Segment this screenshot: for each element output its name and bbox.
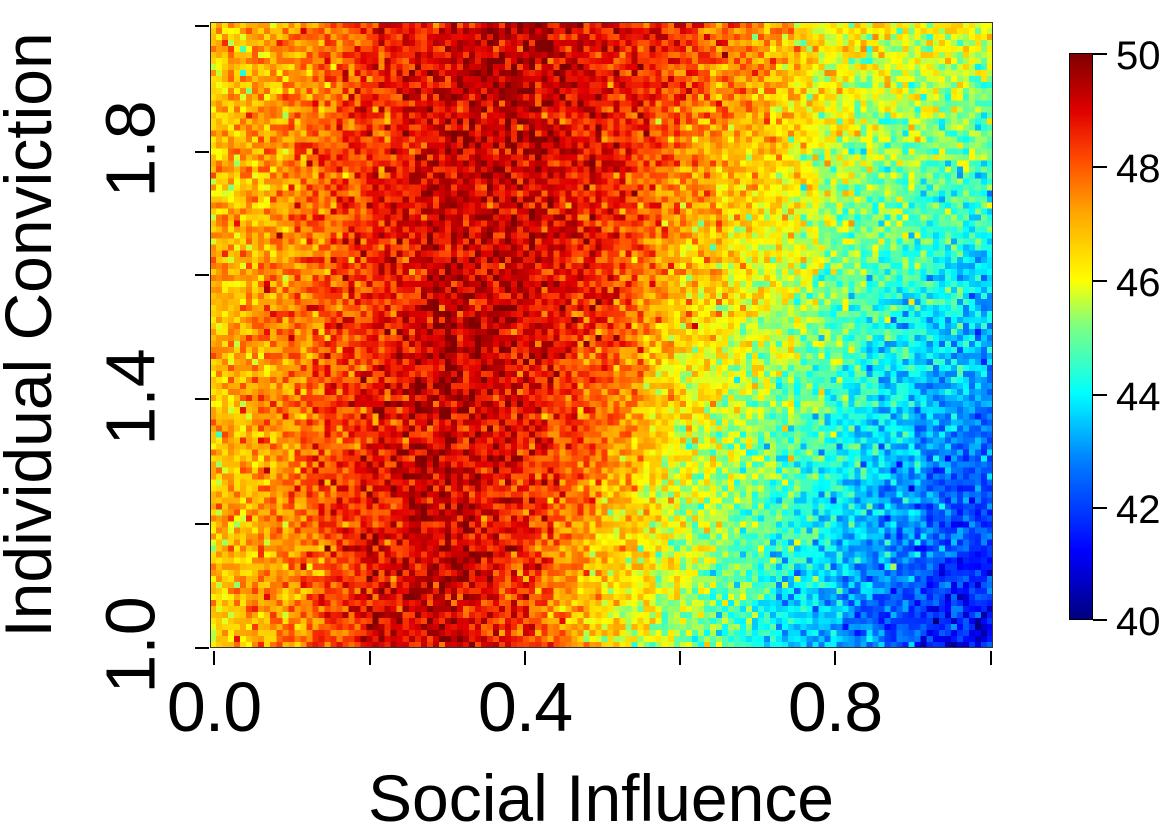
colorbar-tick-46 bbox=[1093, 280, 1107, 282]
y-tick-0 bbox=[195, 647, 209, 649]
colorbar-label-44: 44 bbox=[1116, 375, 1161, 419]
y-tick-4 bbox=[195, 151, 209, 153]
y-tick-label-0: 1.0 bbox=[91, 596, 170, 694]
colorbar-label-48: 48 bbox=[1116, 147, 1161, 191]
colorbar-tick-40 bbox=[1093, 619, 1107, 621]
colorbar-label-40: 40 bbox=[1116, 600, 1161, 644]
colorbar-label-50: 50 bbox=[1116, 34, 1161, 78]
colorbar-tick-42 bbox=[1093, 507, 1107, 509]
colorbar-label-46: 46 bbox=[1116, 261, 1161, 305]
colorbar bbox=[1069, 53, 1093, 620]
x-tick-3 bbox=[679, 651, 681, 665]
x-tick-0 bbox=[213, 651, 215, 665]
y-tick-label-2: 1.4 bbox=[91, 348, 170, 446]
y-tick-label-4: 1.8 bbox=[91, 100, 170, 198]
x-tick-4 bbox=[834, 651, 836, 665]
x-tick-5 bbox=[990, 651, 992, 665]
x-tick-1 bbox=[369, 651, 371, 665]
colorbar-tick-48 bbox=[1093, 166, 1107, 168]
x-tick-label-4: 0.8 bbox=[787, 668, 883, 746]
colorbar-tick-50 bbox=[1093, 53, 1107, 55]
x-axis-title: Social Influence bbox=[368, 761, 834, 835]
y-tick-2 bbox=[195, 398, 209, 400]
heatmap-plot-area bbox=[210, 22, 993, 648]
x-tick-2 bbox=[524, 651, 526, 665]
y-tick-1 bbox=[195, 523, 209, 525]
y-tick-5 bbox=[195, 25, 209, 27]
x-tick-label-2: 0.4 bbox=[477, 668, 573, 746]
x-tick-label-0: 0.0 bbox=[166, 668, 262, 746]
colorbar-tick-44 bbox=[1093, 394, 1107, 396]
y-tick-3 bbox=[195, 274, 209, 276]
y-axis-title: Individual Conviction bbox=[0, 32, 65, 638]
colorbar-label-42: 42 bbox=[1116, 488, 1161, 532]
